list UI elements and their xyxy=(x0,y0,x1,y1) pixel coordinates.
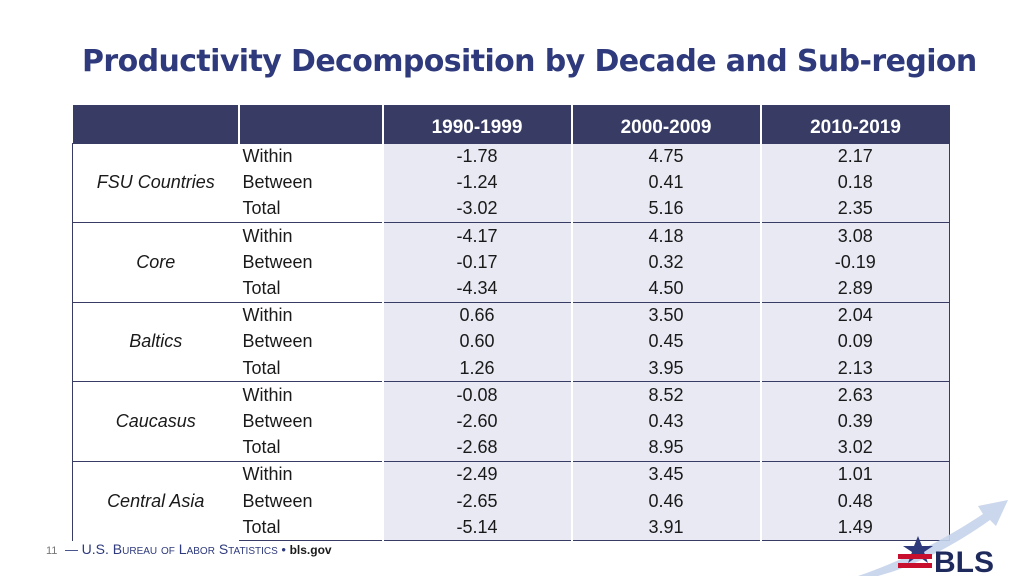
column-header: 1990-1999 xyxy=(381,105,572,143)
component-label: Within xyxy=(238,142,383,170)
value-cell: 0.09 xyxy=(759,328,950,355)
logo-swoosh-icon xyxy=(858,500,1008,576)
component-label: Within xyxy=(238,222,383,250)
page-title: Productivity Decomposition by Decade and… xyxy=(82,44,977,79)
table-row: Total -3.02 5.16 2.35 xyxy=(73,195,950,223)
component-label: Total xyxy=(238,195,383,223)
bls-logo: BLS xyxy=(858,484,1024,576)
page-number: 11 xyxy=(46,545,58,557)
value-cell: 2.13 xyxy=(759,355,950,382)
table-row: Central Asia Within -2.49 3.45 1.01 xyxy=(72,460,950,541)
region-label: FSU Countries xyxy=(72,142,239,223)
value-cell: -5.14 xyxy=(381,514,572,542)
value-cell: 4.50 xyxy=(570,275,761,303)
value-cell: 0.32 xyxy=(570,249,761,276)
decomposition-table: 1990-1999 2000-2009 2010-2019 FSU Countr… xyxy=(72,105,950,542)
table-row: Total -2.68 8.95 3.02 xyxy=(73,434,950,462)
column-header: 2010-2019 xyxy=(759,105,950,143)
value-cell: 2.63 xyxy=(759,381,950,409)
component-label: Within xyxy=(238,301,383,329)
value-cell: 5.16 xyxy=(570,195,761,223)
component-label: Total xyxy=(238,434,383,462)
table-row: Total 1.26 3.95 2.13 xyxy=(73,355,950,382)
component-label: Total xyxy=(238,275,383,303)
value-cell: 1.26 xyxy=(381,355,572,382)
component-label: Total xyxy=(238,355,383,382)
component-label: Total xyxy=(238,514,383,542)
logo-stripe-icon xyxy=(898,563,932,568)
value-cell: -2.68 xyxy=(381,434,572,462)
value-cell: 0.18 xyxy=(759,169,950,196)
region-label: Core xyxy=(72,222,239,303)
value-cell: 0.46 xyxy=(570,487,761,515)
table-row: Core Within -4.17 4.18 3.08 xyxy=(72,222,950,303)
value-cell: -0.19 xyxy=(759,249,950,276)
slide-footer: 11 — U.S. Bureau of Labor Statistics • b… xyxy=(46,541,332,557)
value-cell: -1.78 xyxy=(381,142,572,170)
value-cell: 8.52 xyxy=(570,381,761,409)
column-header: 2000-2009 xyxy=(570,105,761,143)
value-cell: -3.02 xyxy=(381,195,572,223)
value-cell: -1.24 xyxy=(381,169,572,196)
logo-stripe-icon xyxy=(898,554,932,559)
component-label: Between xyxy=(238,169,383,196)
component-label: Between xyxy=(238,249,383,276)
region-label: Central Asia xyxy=(72,460,239,541)
value-cell: -0.08 xyxy=(381,381,572,409)
region-label: Caucasus xyxy=(72,381,239,462)
value-cell: 0.66 xyxy=(381,301,572,329)
footer-organization: U.S. Bureau of Labor Statistics xyxy=(81,541,278,557)
footer-dash: — xyxy=(65,542,79,557)
value-cell: 0.45 xyxy=(570,328,761,355)
component-label: Within xyxy=(238,460,383,488)
value-cell: 1.01 xyxy=(759,460,950,488)
value-cell: 0.48 xyxy=(759,487,950,515)
logo-text: BLS xyxy=(934,546,994,576)
table-row: Between -0.17 0.32 -0.19 xyxy=(73,249,950,276)
value-cell: 2.04 xyxy=(759,301,950,329)
value-cell: -4.17 xyxy=(381,222,572,250)
component-label: Within xyxy=(238,381,383,409)
value-cell: -2.60 xyxy=(381,408,572,435)
component-label: Between xyxy=(238,328,383,355)
table-row: Between 0.60 0.45 0.09 xyxy=(73,328,950,355)
table-row: Between -2.60 0.43 0.39 xyxy=(73,408,950,435)
value-cell: 8.95 xyxy=(570,434,761,462)
value-cell: -2.49 xyxy=(381,460,572,488)
value-cell: 0.39 xyxy=(759,408,950,435)
value-cell: 2.89 xyxy=(759,275,950,303)
header-component-cell xyxy=(237,105,383,143)
value-cell: 4.75 xyxy=(570,142,761,170)
value-cell: 3.91 xyxy=(570,514,761,542)
value-cell: 0.43 xyxy=(570,408,761,435)
footer-website: bls.gov xyxy=(289,543,332,557)
value-cell: -4.34 xyxy=(381,275,572,303)
table-row: Between -1.24 0.41 0.18 xyxy=(73,169,950,196)
region-label: Baltics xyxy=(72,301,239,382)
table-row: Caucasus Within -0.08 8.52 2.63 xyxy=(72,381,950,462)
header-region-cell xyxy=(72,105,239,143)
value-cell: 3.50 xyxy=(570,301,761,329)
value-cell: 2.35 xyxy=(759,195,950,223)
value-cell: -2.65 xyxy=(381,487,572,515)
component-label: Between xyxy=(238,487,383,515)
table-row: FSU Countries Within -1.78 4.75 2.17 xyxy=(72,142,950,223)
value-cell: 3.95 xyxy=(570,355,761,382)
value-cell: 3.08 xyxy=(759,222,950,250)
value-cell: 3.02 xyxy=(759,434,950,462)
value-cell: 4.18 xyxy=(570,222,761,250)
component-label: Between xyxy=(238,408,383,435)
value-cell: 3.45 xyxy=(570,460,761,488)
table-row: Total -5.14 3.91 1.49 xyxy=(73,514,950,542)
value-cell: 0.60 xyxy=(381,328,572,355)
footer-separator: • xyxy=(281,542,286,557)
value-cell: 0.41 xyxy=(570,169,761,196)
table-row: Baltics Within 0.66 3.50 2.04 xyxy=(72,301,950,382)
table-header-row: 1990-1999 2000-2009 2010-2019 xyxy=(72,105,950,143)
value-cell: -0.17 xyxy=(381,249,572,276)
table-row: Between -2.65 0.46 0.48 xyxy=(73,487,950,515)
table-row: Total -4.34 4.50 2.89 xyxy=(73,275,950,303)
value-cell: 2.17 xyxy=(759,142,950,170)
